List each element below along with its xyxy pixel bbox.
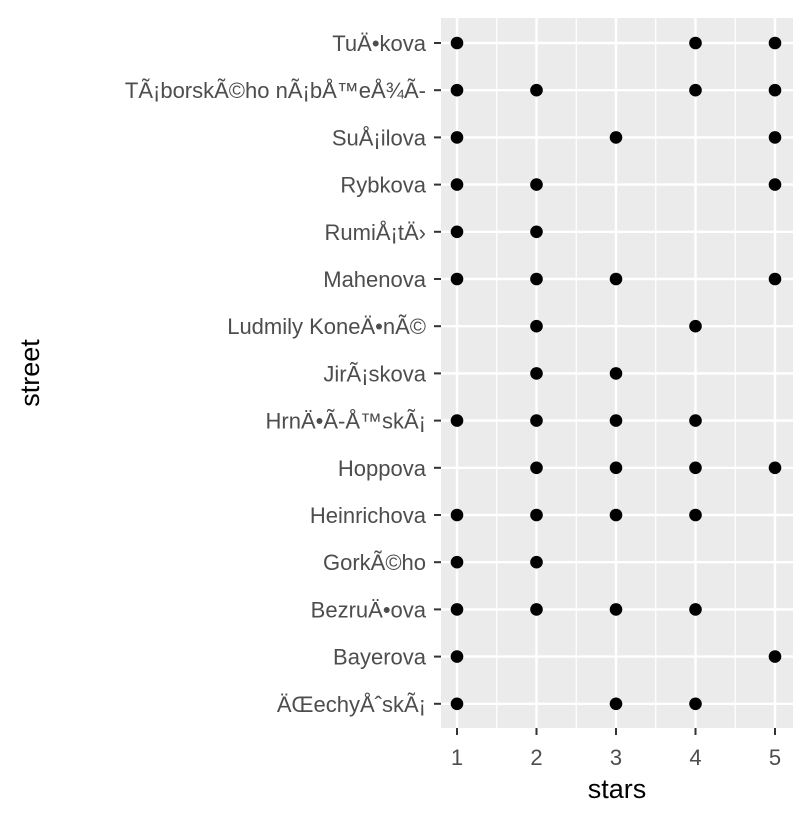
data-point xyxy=(530,461,543,475)
data-point xyxy=(530,603,543,616)
data-point xyxy=(689,414,702,427)
data-point xyxy=(609,603,623,616)
data-point xyxy=(609,367,623,380)
data-point xyxy=(689,508,702,522)
y-tick-label: Hoppova xyxy=(338,456,427,481)
x-axis: 1 2 3 4 5 xyxy=(451,728,781,770)
x-tick-label: 1 xyxy=(451,745,463,770)
y-tick-label: Rybkova xyxy=(340,173,426,198)
data-point xyxy=(609,697,623,711)
data-point xyxy=(530,319,543,333)
data-point xyxy=(689,36,702,50)
y-tick-label: BezruÄ•ova xyxy=(311,597,427,622)
x-axis-title: stars xyxy=(588,774,647,804)
data-point xyxy=(530,367,543,380)
data-point xyxy=(450,414,464,427)
data-point xyxy=(530,414,543,427)
data-point xyxy=(530,508,543,522)
y-tick-label: SuÅ¡ilova xyxy=(332,125,427,150)
data-point xyxy=(530,225,543,239)
data-point xyxy=(768,650,782,663)
data-point xyxy=(450,83,464,97)
y-axis-title: street xyxy=(15,339,45,407)
x-tick-label: 5 xyxy=(769,745,781,770)
y-tick-label: Heinrichova xyxy=(310,503,427,528)
data-point xyxy=(689,461,702,475)
data-point xyxy=(450,131,464,144)
data-point xyxy=(689,603,702,616)
data-point xyxy=(450,603,464,616)
data-point xyxy=(530,555,543,569)
data-points xyxy=(450,36,782,711)
x-tick-label: 2 xyxy=(530,745,542,770)
data-point xyxy=(450,650,464,663)
x-tick-label: 4 xyxy=(689,745,701,770)
data-point xyxy=(609,272,623,286)
data-point xyxy=(450,555,464,569)
data-point xyxy=(450,508,464,522)
y-tick-label: Mahenova xyxy=(323,267,427,292)
y-axis: TuÄ•kova TÃ¡borskÃ©ho nÃ¡bÅ™eÅ¾Ã- SuÅ¡ilov… xyxy=(125,31,441,717)
y-tick-label: Bayerova xyxy=(333,645,427,670)
y-tick-label: TÃ¡borskÃ©ho nÃ¡bÅ™eÅ¾Ã- xyxy=(125,78,426,103)
data-point xyxy=(609,131,623,144)
y-tick-label: HrnÄ•Ã-Å™skÃ¡ xyxy=(266,409,427,434)
data-point xyxy=(768,461,782,475)
data-point xyxy=(450,36,464,50)
data-point xyxy=(609,461,623,475)
y-tick-label: TuÄ•kova xyxy=(332,31,426,56)
y-tick-label: JirÃ¡skova xyxy=(323,361,426,386)
data-point xyxy=(689,319,702,333)
data-point xyxy=(609,508,623,522)
data-point xyxy=(450,178,464,191)
y-tick-label: Ludmily KoneÄ•nÃ© xyxy=(227,314,426,339)
data-point xyxy=(450,272,464,286)
data-point xyxy=(530,272,543,286)
data-point xyxy=(450,225,464,239)
data-point xyxy=(689,83,702,97)
data-point xyxy=(450,697,464,711)
x-tick-label: 3 xyxy=(610,745,622,770)
data-point xyxy=(609,414,623,427)
data-point xyxy=(768,131,782,144)
y-tick-label: RumiÅ¡tÄ› xyxy=(325,220,426,245)
data-point xyxy=(768,36,782,50)
data-point xyxy=(689,697,702,711)
y-tick-label: ÄŒechyÅˆskÃ¡ xyxy=(277,692,426,717)
data-point xyxy=(768,178,782,191)
data-point xyxy=(768,272,782,286)
data-point xyxy=(530,83,543,97)
data-point xyxy=(768,83,782,97)
y-tick-label: GorkÃ©ho xyxy=(323,550,426,575)
data-point xyxy=(530,178,543,191)
